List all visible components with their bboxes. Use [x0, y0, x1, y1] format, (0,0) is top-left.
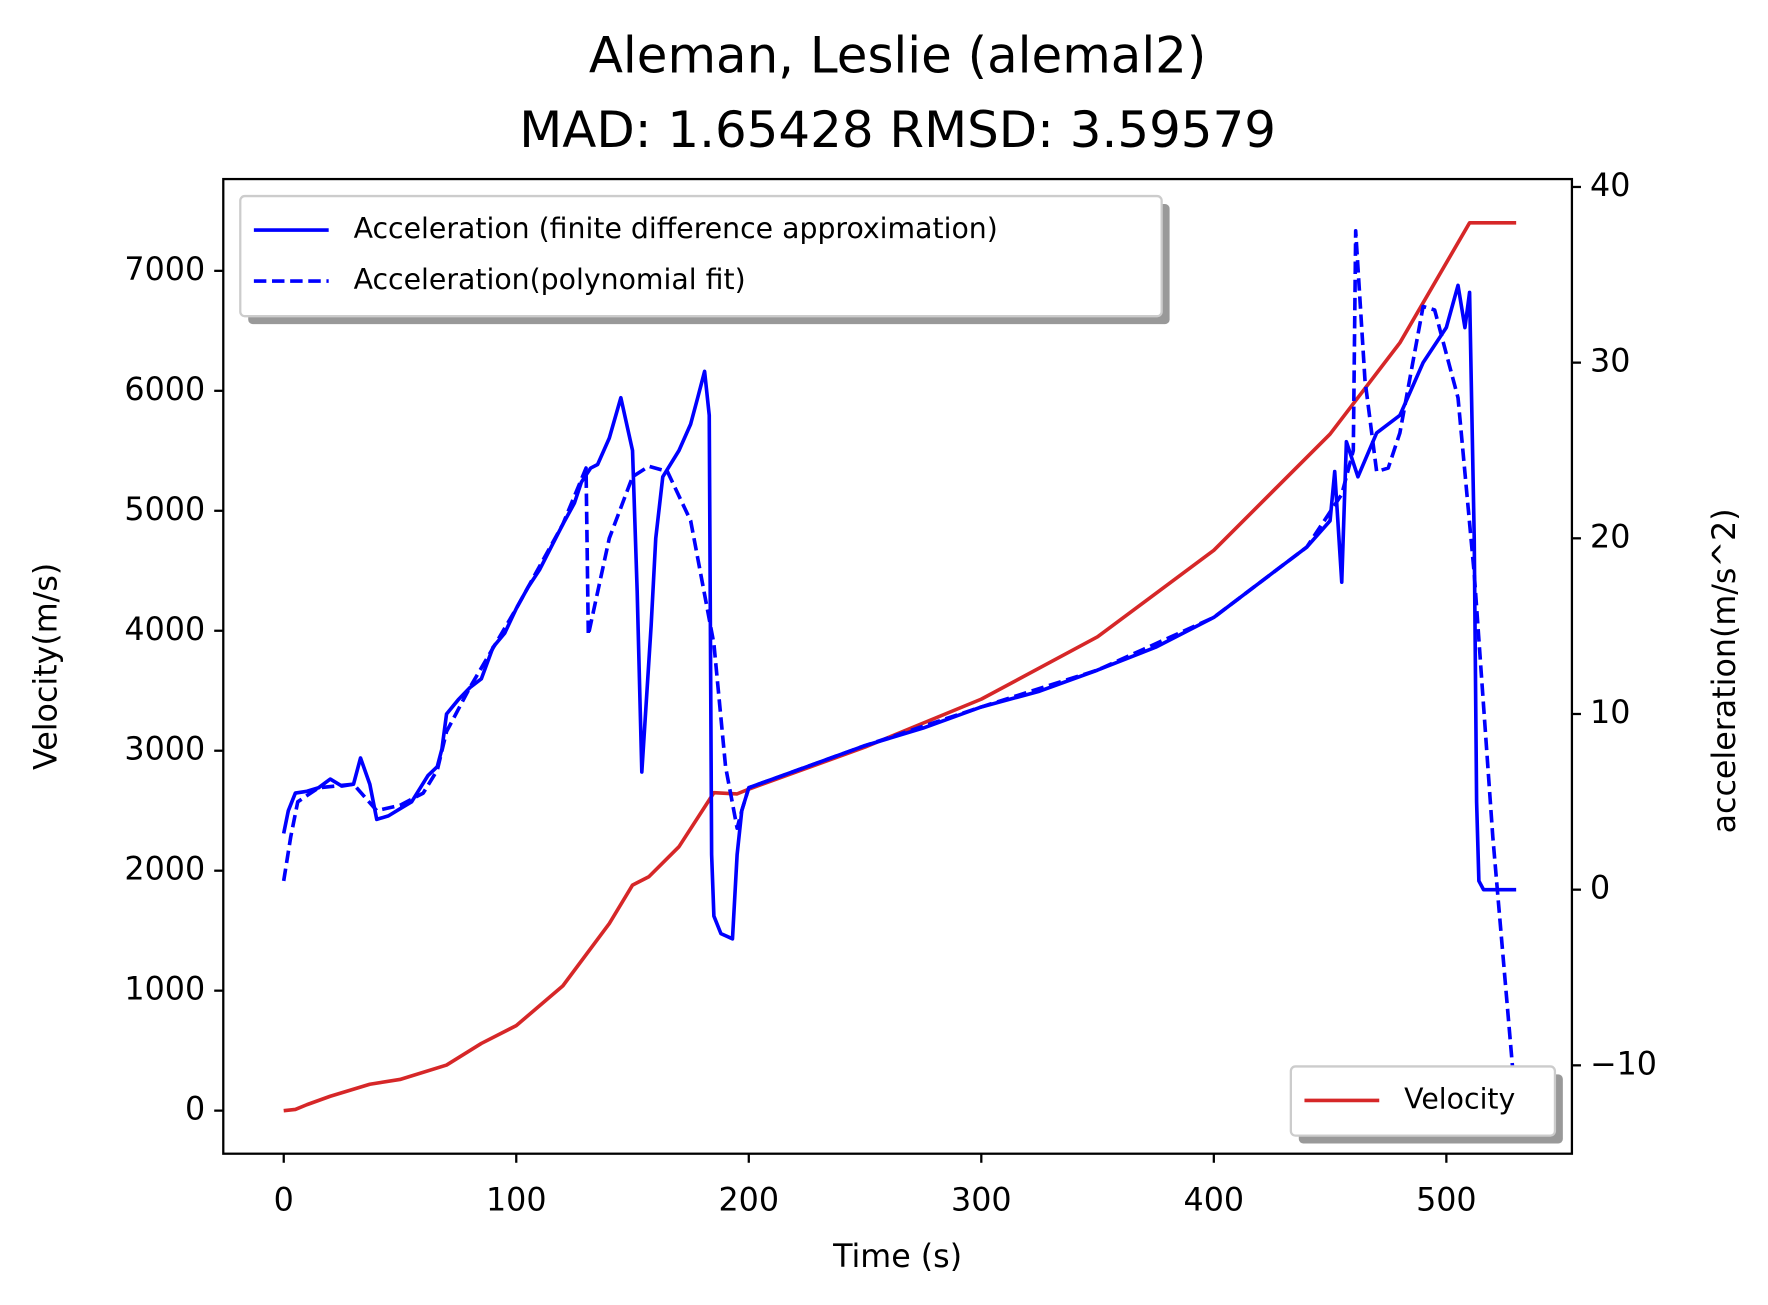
- y2-tick-label: 40: [1590, 168, 1630, 204]
- y2-tick-label: 20: [1590, 519, 1630, 555]
- y-tick-label: 0: [185, 1092, 205, 1128]
- x-axis-label: Time (s): [832, 1239, 962, 1275]
- legend-label: Acceleration(polynomial fit): [354, 263, 746, 296]
- plot-area: [281, 220, 1518, 1113]
- data-line: [281, 283, 1517, 941]
- y2-tick-label: 0: [1590, 871, 1610, 907]
- x-tick-label: 100: [486, 1182, 547, 1218]
- legend-box: [239, 194, 1163, 318]
- data-line: [283, 220, 1517, 1113]
- y2-tick-label: 30: [1590, 344, 1630, 380]
- y-tick-label: 6000: [124, 372, 205, 408]
- chart-subtitle: MAD: 1.65428 RMSD: 3.59579: [519, 101, 1276, 159]
- x-tick-label: 300: [951, 1182, 1012, 1218]
- legend: Acceleration (finite difference approxim…: [239, 194, 1170, 325]
- y2-axis-label: acceleration(m/s^2): [1707, 508, 1743, 833]
- y-tick-label: 4000: [124, 612, 205, 648]
- y-tick-label: 5000: [124, 492, 205, 528]
- y-tick-label: 3000: [124, 732, 205, 768]
- chart-title: Aleman, Leslie (alemal2): [589, 26, 1207, 84]
- axes-frame: [222, 177, 1574, 1155]
- y-tick-label: 2000: [124, 852, 205, 888]
- y-tick-label: 7000: [124, 252, 205, 288]
- y-axis-label: Velocity(m/s): [29, 563, 65, 770]
- data-line: [281, 229, 1518, 1110]
- x-tick-label: 0: [274, 1182, 294, 1218]
- legend-label: Velocity: [1404, 1082, 1515, 1115]
- legend-label: Acceleration (finite difference approxim…: [354, 212, 998, 245]
- x-tick-label: 500: [1416, 1182, 1477, 1218]
- legend-box: [1289, 1065, 1557, 1137]
- legend: Velocity: [1289, 1065, 1563, 1144]
- x-tick-label: 400: [1184, 1182, 1245, 1218]
- y-tick-label: 1000: [124, 972, 205, 1008]
- y2-tick-label: −10: [1590, 1046, 1657, 1082]
- x-tick-label: 200: [719, 1182, 780, 1218]
- y2-tick-label: 10: [1590, 695, 1630, 731]
